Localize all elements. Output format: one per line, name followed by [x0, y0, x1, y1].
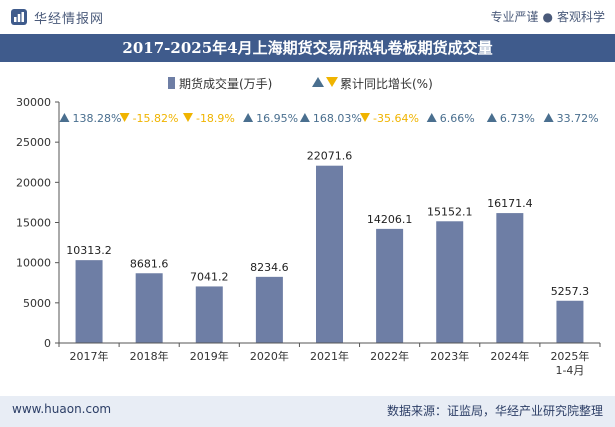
y-tick-label: 5000	[23, 297, 51, 310]
y-tick-label: 15000	[16, 217, 51, 230]
x-tick-label: 2024年	[490, 349, 529, 363]
bar	[255, 276, 283, 343]
growth-label: 16.95%	[256, 112, 298, 125]
brand-name: 华经情报网	[34, 12, 105, 27]
bar	[556, 300, 584, 343]
website-link[interactable]: www.huaon.com	[12, 402, 112, 416]
x-tick-label: 2020年	[250, 349, 289, 363]
y-axis: 0 5000 10000 15000 20000 25000 30000	[16, 96, 60, 350]
growth-series: 138.28% -15.82% -18.9% 16.95% 168.03% -35.64%…	[59, 112, 599, 125]
growth-down-triangle-icon	[360, 113, 371, 122]
bar	[436, 221, 464, 343]
y-tick-label: 25000	[16, 136, 51, 149]
y-tick-label: 0	[44, 337, 51, 350]
y-tick-label: 10000	[16, 257, 51, 270]
growth-up-triangle-icon	[426, 113, 437, 122]
legend-growth-label: 累计同比增长(%)	[340, 77, 433, 91]
x-tick-label: 2023年	[430, 349, 469, 363]
bar	[496, 213, 524, 343]
bar-value-label: 14206.1	[367, 213, 413, 226]
tagline-left: 专业严谨	[490, 10, 539, 24]
growth-up-triangle-icon	[486, 113, 497, 122]
x-axis: 2017年 2018年 2019年 2020年 2021年 2022年 2023年 2024年…	[58, 342, 601, 377]
bar	[75, 260, 103, 343]
x-tick-label: 2017年	[70, 349, 109, 363]
growth-label: -15.82%	[133, 112, 179, 125]
growth-down-triangle-icon	[119, 113, 130, 122]
growth-label: 138.28%	[72, 112, 121, 125]
tagline: 专业严谨 ● 客观科学	[490, 8, 605, 25]
legend-bar-swatch	[168, 77, 175, 89]
growth-label: -18.9%	[196, 112, 235, 125]
bar	[316, 165, 343, 343]
legend-down-triangle-icon	[326, 77, 338, 87]
bar-value-label: 15152.1	[427, 205, 473, 218]
footer: www.huaon.com 数据来源：证监局，华经产业研究院整理	[0, 396, 615, 427]
growth-label: 168.03%	[313, 112, 362, 125]
legend-bar-label: 期货成交量(万手)	[179, 76, 272, 91]
tagline-right: 客观科学	[556, 10, 605, 24]
tagline-separator: ●	[542, 10, 553, 24]
bar-series: 10313.2 8681.6 7041.2 8234.6 22071.6 14206.1 1…	[66, 150, 589, 343]
growth-label: 6.73%	[500, 112, 535, 125]
bar-value-label: 7041.2	[190, 270, 229, 283]
growth-up-triangle-icon	[543, 113, 554, 122]
growth-up-triangle-icon	[243, 113, 254, 122]
growth-label: 6.66%	[440, 112, 475, 125]
bar-value-label: 22071.6	[307, 150, 353, 163]
growth-label: -35.64%	[373, 112, 419, 125]
growth-up-triangle-icon	[59, 113, 70, 122]
data-source: 数据来源：证监局，华经产业研究院整理	[386, 404, 603, 418]
bar-value-label: 10313.2	[66, 244, 112, 257]
y-tick-label: 20000	[16, 176, 51, 189]
growth-label: 33.72%	[557, 112, 599, 125]
bar-value-label: 5257.3	[551, 285, 590, 298]
bar-value-label: 16171.4	[487, 197, 533, 210]
x-tick-label: 2022年	[370, 349, 409, 363]
growth-down-triangle-icon	[182, 113, 193, 122]
legend: 期货成交量(万手) 累计同比增长(%)	[168, 76, 433, 91]
bar	[195, 286, 223, 343]
bar	[376, 228, 404, 343]
chart-area: 期货成交量(万手) 累计同比增长(%) 0 5000 10000 15000 20000…	[16, 76, 601, 377]
x-tick-label: 2025年 1-4月	[550, 349, 589, 377]
logo-icon	[11, 9, 27, 25]
x-tick-label: 2019年	[190, 349, 229, 363]
x-tick-label: 2018年	[130, 349, 169, 363]
top-bar: 华经情报网 专业严谨 ● 客观科学	[0, 0, 615, 34]
x-tick-label: 2021年	[310, 349, 349, 363]
chart-title: 2017-2025年4月上海期货交易所热轧卷板期货成交量	[0, 34, 615, 62]
legend-up-triangle-icon	[312, 77, 324, 87]
bar	[135, 273, 163, 343]
growth-up-triangle-icon	[299, 113, 310, 122]
bar-value-label: 8681.6	[130, 257, 169, 270]
bar-value-label: 8234.6	[250, 261, 289, 274]
y-tick-label: 30000	[16, 96, 51, 109]
